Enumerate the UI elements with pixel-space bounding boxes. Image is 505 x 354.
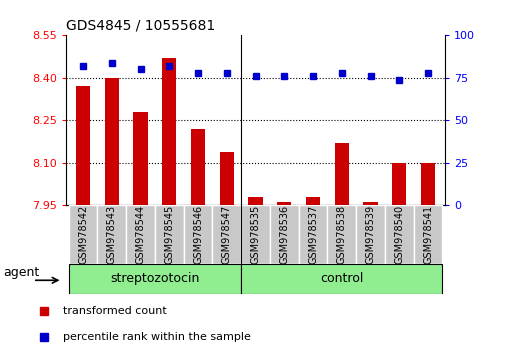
Text: GSM978541: GSM978541 [422, 205, 432, 264]
Text: agent: agent [4, 266, 39, 279]
Bar [76, 86, 90, 205]
Text: GSM978536: GSM978536 [279, 205, 289, 264]
Bar [334, 143, 348, 205]
Bar [105, 78, 119, 205]
Bar [183, 205, 212, 264]
Text: transformed count: transformed count [63, 306, 166, 316]
Bar [363, 202, 377, 205]
Text: GSM978542: GSM978542 [78, 205, 88, 264]
Bar [190, 129, 205, 205]
Text: GSM978535: GSM978535 [250, 205, 260, 264]
Bar [305, 197, 320, 205]
Bar [277, 202, 291, 205]
Bar [212, 205, 241, 264]
Bar [269, 205, 298, 264]
Text: GSM978545: GSM978545 [164, 205, 174, 264]
Bar [241, 264, 441, 294]
Text: GSM978544: GSM978544 [135, 205, 145, 264]
Text: GSM978538: GSM978538 [336, 205, 346, 264]
Text: streptozotocin: streptozotocin [110, 272, 199, 285]
Bar [126, 205, 155, 264]
Text: GSM978540: GSM978540 [393, 205, 403, 264]
Bar [69, 205, 97, 264]
Text: GSM978537: GSM978537 [308, 205, 318, 264]
Bar [69, 264, 241, 294]
Bar [420, 163, 434, 205]
Text: GSM978546: GSM978546 [192, 205, 203, 264]
Text: percentile rank within the sample: percentile rank within the sample [63, 332, 250, 342]
Text: GSM978543: GSM978543 [107, 205, 117, 264]
Text: control: control [320, 272, 363, 285]
Bar [155, 205, 183, 264]
Bar [248, 197, 262, 205]
Bar [162, 58, 176, 205]
Bar [219, 152, 233, 205]
Bar [391, 163, 406, 205]
Bar [327, 205, 356, 264]
Text: GSM978539: GSM978539 [365, 205, 375, 264]
Bar [133, 112, 147, 205]
Bar [298, 205, 327, 264]
Bar [384, 205, 413, 264]
Bar [413, 205, 441, 264]
Bar [241, 205, 269, 264]
Bar [97, 205, 126, 264]
Bar [356, 205, 384, 264]
Text: GDS4845 / 10555681: GDS4845 / 10555681 [66, 19, 215, 33]
Text: GSM978547: GSM978547 [221, 205, 231, 264]
